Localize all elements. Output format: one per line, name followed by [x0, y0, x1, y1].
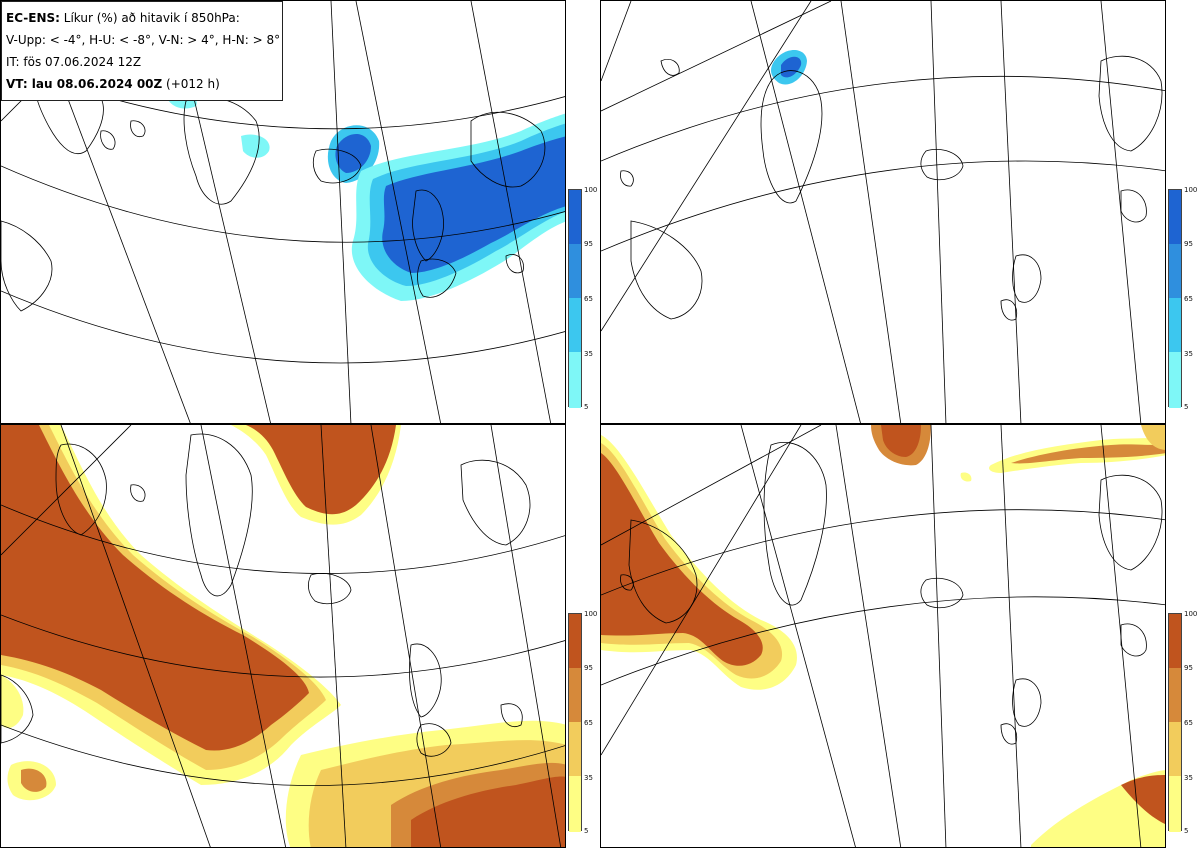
colorbar-cold-top: [568, 189, 582, 408]
colorbar-tick: 65: [584, 295, 593, 303]
cold-anomaly-area: [166, 94, 565, 301]
colorbar-tick: 35: [1184, 350, 1193, 358]
colorbar-tick: 95: [1184, 240, 1193, 248]
map-v-n: [1, 425, 565, 847]
colorbar-tick: 65: [1184, 719, 1193, 727]
colorbar-warm-bottom-right: [1168, 613, 1182, 832]
colorbar-tick: 35: [584, 350, 593, 358]
header-lead-time: (+012 h): [166, 77, 220, 91]
colorbar-tick: 65: [1184, 295, 1193, 303]
map-panel-v-upp: EC-ENS: Líkur (%) að hitavik í 850hPa: V…: [0, 0, 566, 424]
warm-anomaly-area: [601, 425, 1165, 847]
colorbar-tick: 95: [584, 240, 593, 248]
map-h-u: [601, 1, 1165, 423]
colorbar-tick: 35: [584, 774, 593, 782]
graticule: [601, 1, 1165, 423]
colorbar-tick: 95: [1184, 664, 1193, 672]
colorbar-cold-top-right: [1168, 189, 1182, 408]
header-initial-time: IT: fös 07.06.2024 12Z: [6, 55, 142, 69]
colorbar-warm-bottom: [568, 613, 582, 832]
map-v-upp: [1, 1, 565, 423]
header-model: EC-ENS:: [6, 11, 60, 25]
colorbar-tick: 100: [1184, 610, 1198, 618]
coastlines: [1, 67, 546, 312]
header-valid-time: VT: lau 08.06.2024 00Z: [6, 77, 163, 91]
map-panel-v-n: [0, 424, 566, 848]
header-thresholds: V-Upp: < -4°, H-U: < -8°, V-N: > 4°, H-N…: [6, 33, 281, 47]
map-panel-h-n: [600, 424, 1166, 848]
map-h-n: [601, 425, 1165, 847]
colorbar-tick: 65: [584, 719, 593, 727]
colorbar-tick: 5: [1184, 827, 1189, 835]
warm-anomaly-area: [1, 425, 565, 847]
coastlines: [1, 433, 531, 757]
coastlines: [620, 55, 1163, 321]
colorbar-tick: 95: [584, 664, 593, 672]
colorbar-tick: 5: [584, 827, 589, 835]
map-header-legend: EC-ENS: Líkur (%) að hitavik í 850hPa: V…: [1, 1, 283, 101]
map-panel-h-u: [600, 0, 1166, 424]
colorbar-tick: 35: [1184, 774, 1193, 782]
colorbar-tick: 100: [584, 186, 598, 194]
colorbar-tick: 5: [1184, 403, 1189, 411]
colorbar-tick: 100: [584, 610, 598, 618]
colorbar-tick: 5: [584, 403, 589, 411]
graticule: [1, 425, 565, 847]
header-title: Líkur (%) að hitavik í 850hPa:: [63, 11, 240, 25]
colorbar-tick: 100: [1184, 186, 1198, 194]
coastlines: [620, 442, 1163, 745]
cold-anomaly-area: [771, 49, 807, 85]
